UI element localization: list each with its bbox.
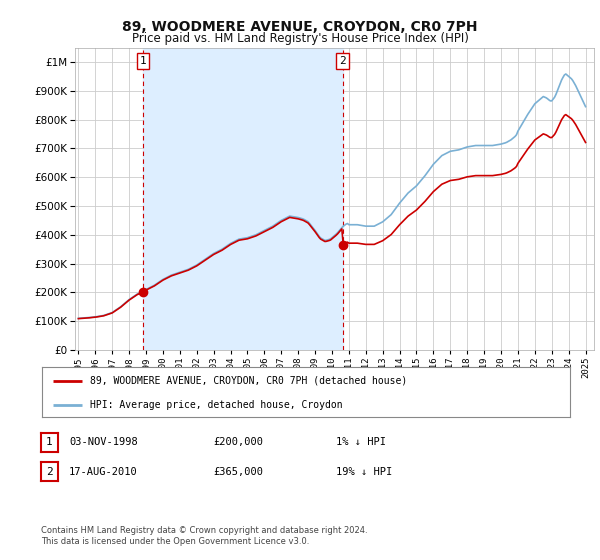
Text: 17-AUG-2010: 17-AUG-2010 — [69, 466, 138, 477]
Text: 89, WOODMERE AVENUE, CROYDON, CR0 7PH: 89, WOODMERE AVENUE, CROYDON, CR0 7PH — [122, 20, 478, 34]
Text: Price paid vs. HM Land Registry's House Price Index (HPI): Price paid vs. HM Land Registry's House … — [131, 32, 469, 45]
Text: 2: 2 — [339, 56, 346, 66]
Text: 1: 1 — [140, 56, 146, 66]
Text: HPI: Average price, detached house, Croydon: HPI: Average price, detached house, Croy… — [89, 400, 342, 409]
Text: 19% ↓ HPI: 19% ↓ HPI — [336, 466, 392, 477]
Text: 03-NOV-1998: 03-NOV-1998 — [69, 437, 138, 447]
Text: £365,000: £365,000 — [213, 466, 263, 477]
Text: 89, WOODMERE AVENUE, CROYDON, CR0 7PH (detached house): 89, WOODMERE AVENUE, CROYDON, CR0 7PH (d… — [89, 376, 407, 386]
Text: 1% ↓ HPI: 1% ↓ HPI — [336, 437, 386, 447]
Text: 1: 1 — [46, 437, 53, 447]
Text: £200,000: £200,000 — [213, 437, 263, 447]
Text: Contains HM Land Registry data © Crown copyright and database right 2024.
This d: Contains HM Land Registry data © Crown c… — [41, 526, 367, 546]
Bar — [143, 48, 343, 350]
Text: 2: 2 — [46, 466, 53, 477]
